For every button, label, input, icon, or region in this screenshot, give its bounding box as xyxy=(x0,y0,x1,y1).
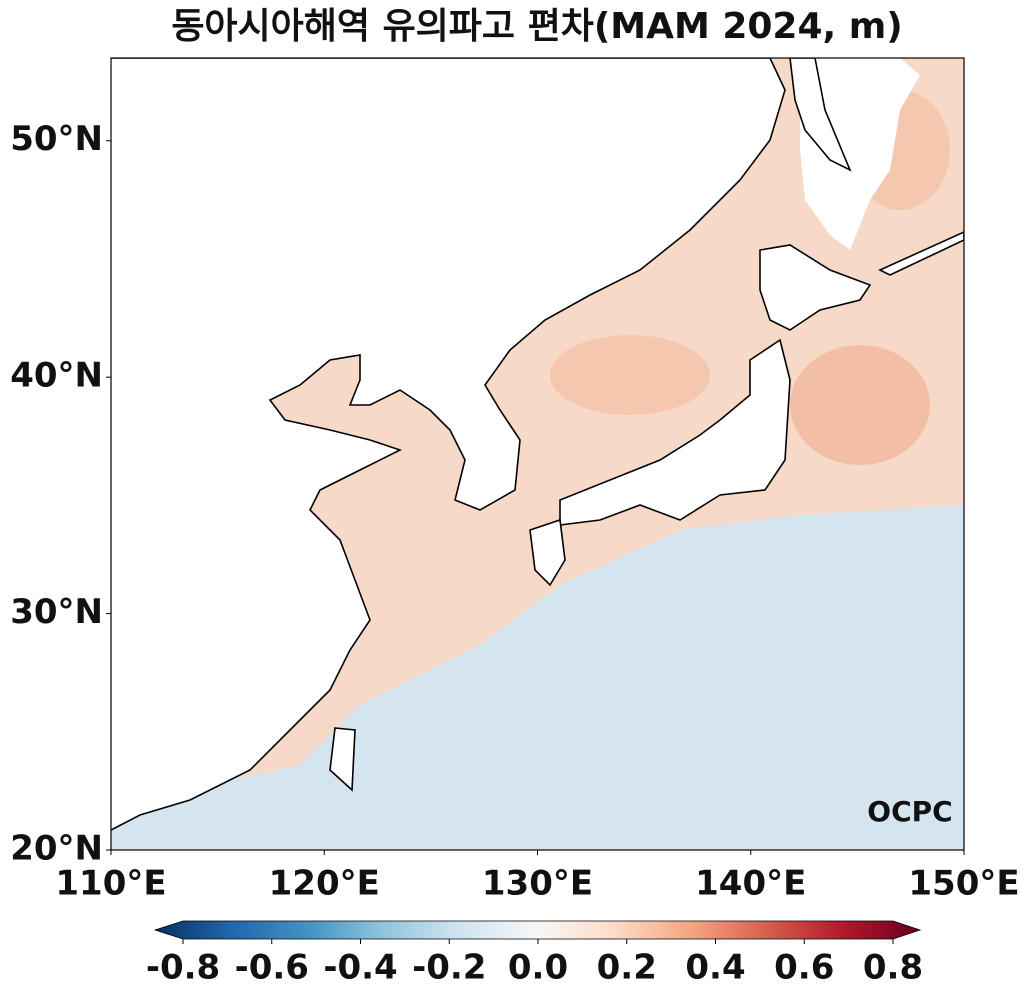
lat-tick-label: 30°N xyxy=(10,592,103,632)
colorbar-tick-label: 0.2 xyxy=(597,948,657,988)
logo: OCPC xyxy=(867,795,952,828)
lat-tick-label: 40°N xyxy=(10,356,103,396)
lon-tick-label: 130°E xyxy=(482,864,593,904)
lon-tick-label: 120°E xyxy=(269,864,380,904)
colorbar-tick-label: 0.6 xyxy=(774,948,834,988)
anomaly-high xyxy=(790,345,930,465)
lon-tick-label: 150°E xyxy=(908,864,1019,904)
no-data xyxy=(800,58,920,250)
sakhalin xyxy=(789,58,852,172)
colorbar-tick-label: -0.4 xyxy=(323,948,397,988)
lon-tick-label: 140°E xyxy=(695,864,806,904)
map-field xyxy=(111,58,964,850)
colorbar-tick-label: -0.6 xyxy=(235,948,309,988)
lon-tick-label: 110°E xyxy=(55,864,166,904)
colorbar-tick-label: 0.8 xyxy=(863,948,923,988)
anomaly-high xyxy=(550,335,710,415)
colorbar-tick-label: 0.0 xyxy=(508,948,568,988)
colorbar-tick-label: 0.4 xyxy=(685,948,745,988)
colorbar-tick-label: -0.8 xyxy=(146,948,220,988)
title: 동아시아해역 유의파고 편차(MAM 2024, m) xyxy=(171,6,902,47)
lat-tick-label: 20°N xyxy=(10,829,103,869)
hokkaido xyxy=(759,244,872,331)
kyushu xyxy=(529,518,566,587)
colorbar-tick-label: -0.2 xyxy=(412,948,486,988)
kamchatka-edge xyxy=(878,231,964,276)
honshu xyxy=(559,338,791,526)
lat-tick-label: 50°N xyxy=(10,119,103,159)
taiwan xyxy=(329,727,356,792)
mainland xyxy=(111,58,786,833)
colorbar xyxy=(153,920,922,940)
